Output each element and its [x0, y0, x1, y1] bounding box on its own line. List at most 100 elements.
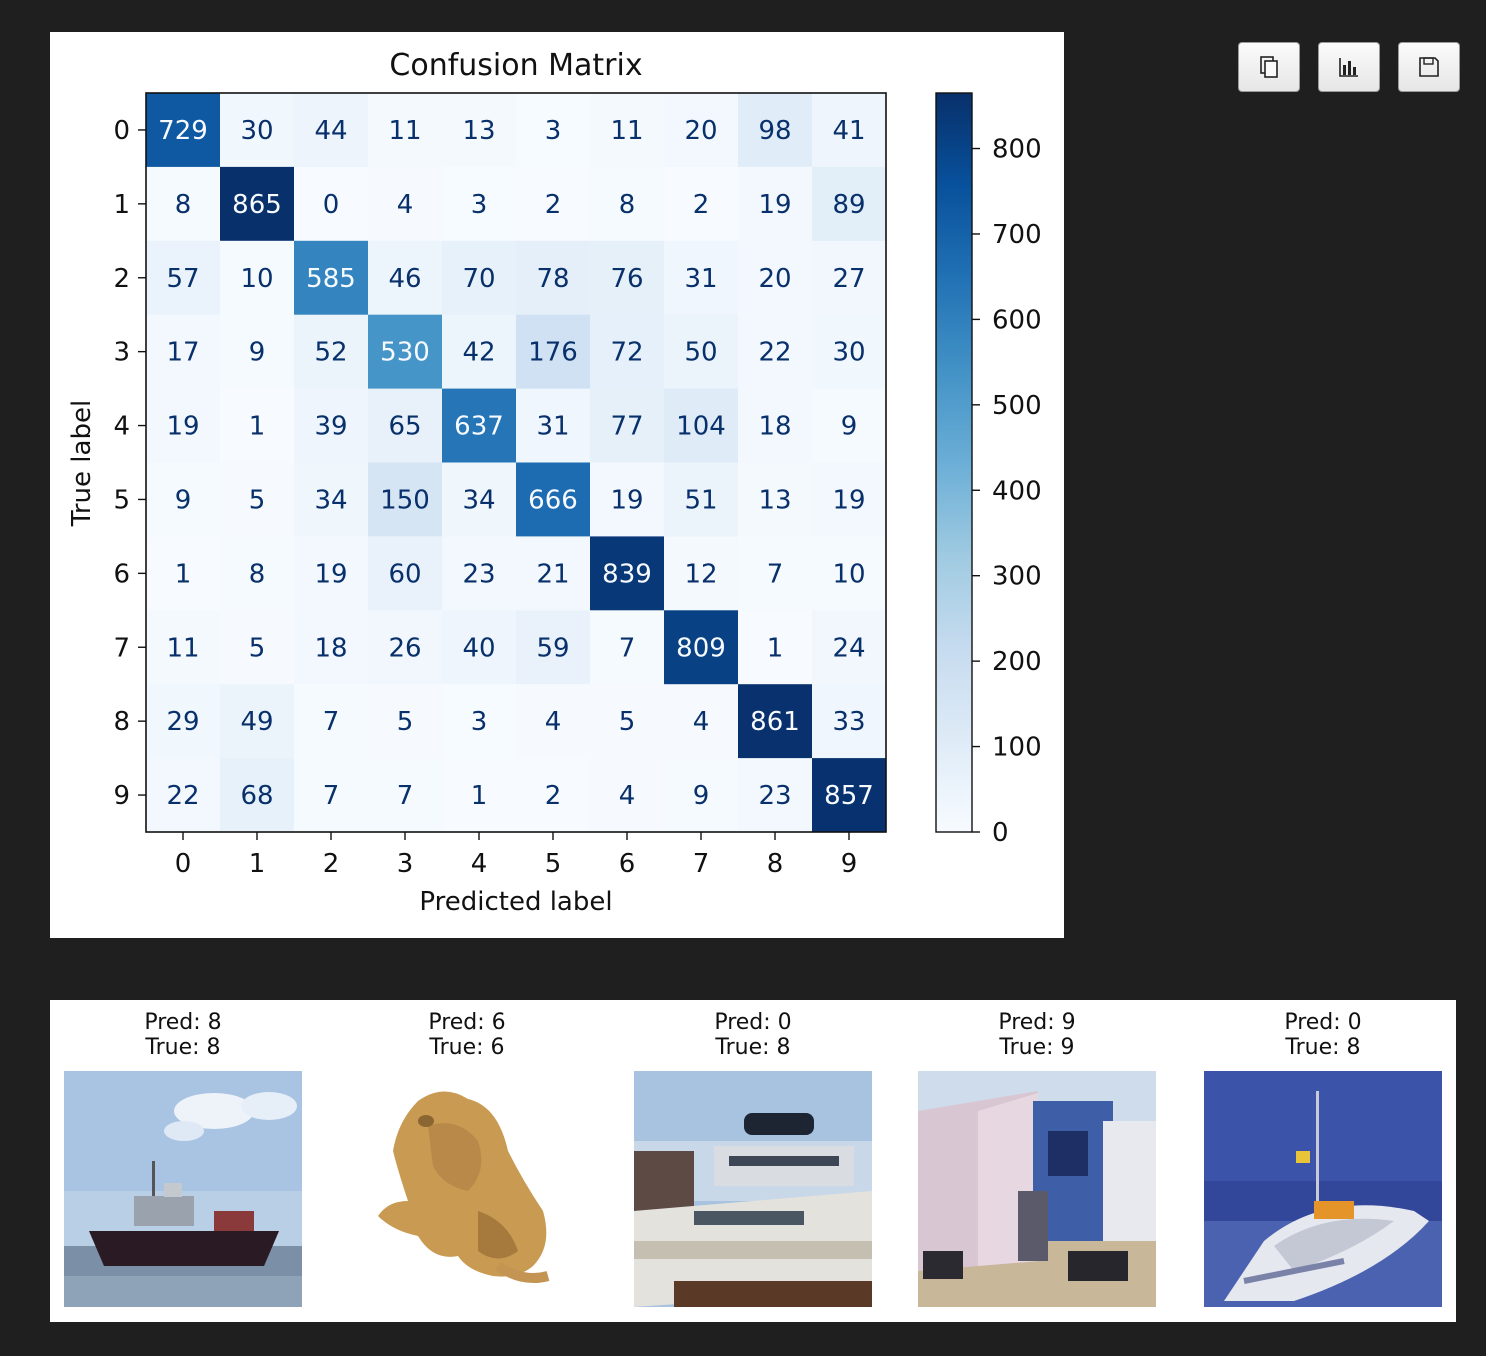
y-tick-label: 2: [113, 264, 130, 294]
matrix-cell-2-8: [738, 240, 813, 316]
matrix-value-2-5: 78: [536, 264, 569, 294]
matrix-value-5-5: 666: [528, 485, 578, 515]
matrix-value-0-9: 41: [832, 116, 865, 146]
matrix-value-0-3: 11: [388, 116, 421, 146]
matrix-value-9-5: 2: [545, 781, 562, 811]
matrix-value-5-7: 51: [684, 485, 717, 515]
x-tick-label: 8: [767, 849, 784, 879]
matrix-cell-4-9: [812, 388, 887, 463]
matrix-cell-2-0: [146, 240, 221, 316]
matrix-value-8-7: 4: [693, 707, 710, 737]
matrix-cell-3-3: [368, 314, 443, 390]
matrix-value-0-8: 98: [758, 116, 791, 146]
matrix-value-5-0: 9: [175, 485, 192, 515]
matrix-cell-3-6: [590, 314, 665, 390]
confusion-matrix-figure: Confusion Matrix 729 30 44 11 13 3 11 20 98 41 8 86…: [50, 32, 1064, 938]
matrix-value-6-4: 23: [462, 559, 495, 589]
matrix-cell-7-5: [516, 610, 591, 685]
matrix-value-4-2: 39: [314, 412, 347, 442]
save-button[interactable]: [1398, 42, 1460, 92]
sample-true-label: True: 6: [429, 1035, 505, 1060]
matrix-cell-7-1: [220, 610, 295, 685]
x-tick-label: 4: [471, 849, 488, 879]
matrix-value-7-4: 40: [462, 633, 495, 663]
matrix-cell-3-9: [812, 314, 887, 390]
matrix-value-2-0: 57: [166, 264, 199, 294]
sample-pred-label: Pred: 9: [998, 1010, 1076, 1035]
matrix-value-8-9: 33: [832, 707, 865, 737]
matrix-cell-2-3: [368, 240, 443, 316]
matrix-value-2-8: 20: [758, 264, 791, 294]
matrix-value-6-9: 10: [832, 559, 865, 589]
colorbar-tick-label: 700: [992, 220, 1042, 250]
matrix-cell-4-8: [738, 388, 813, 463]
sample-predictions: Pred: 8 True: 8 Pred: 6 True: 6: [50, 1000, 1456, 1322]
x-axis-label: Predicted label: [419, 887, 612, 917]
matrix-cell-9-9: [812, 758, 887, 833]
matrix-value-0-7: 20: [684, 116, 717, 146]
matrix-cell-9-3: [368, 758, 443, 833]
frog-image: [348, 1071, 586, 1307]
matrix-value-6-0: 1: [175, 559, 192, 589]
copy-button[interactable]: [1238, 42, 1300, 92]
ship-image: [64, 1071, 302, 1307]
matrix-value-8-8: 861: [750, 707, 800, 737]
matrix-cell-6-3: [368, 536, 443, 611]
colorbar-ticks: 0 100 200 300 400 500 600 700 800: [972, 135, 1042, 848]
matrix-value-7-5: 59: [536, 633, 569, 663]
matrix-cell-6-2: [294, 536, 369, 611]
matrix-cell-4-5: [516, 388, 591, 463]
matrix-cell-5-7: [664, 462, 739, 537]
matrix-cell-2-4: [442, 240, 517, 316]
matrix-cell-1-8: [738, 166, 813, 242]
matrix-cell-0-1: [220, 93, 295, 168]
y-tick-label: 3: [113, 338, 130, 368]
matrix-value-6-5: 21: [536, 559, 569, 589]
matrix-cell-4-3: [368, 388, 443, 463]
matrix-cell-7-4: [442, 610, 517, 685]
matrix-value-7-7: 809: [676, 633, 726, 663]
matrix-value-9-7: 9: [693, 781, 710, 811]
matrix-value-7-9: 24: [832, 633, 865, 663]
matrix-cell-4-4: [442, 388, 517, 463]
matrix-cell-8-4: [442, 684, 517, 759]
chart-title: Confusion Matrix: [389, 48, 642, 83]
matrix-value-6-7: 12: [684, 559, 717, 589]
matrix-value-3-0: 17: [166, 338, 199, 368]
y-tick-label: 6: [113, 559, 130, 589]
matrix-cell-5-9: [812, 462, 887, 537]
colorbar: [935, 92, 973, 833]
matrix-cell-0-9: [812, 93, 887, 168]
matrix-value-8-3: 5: [397, 707, 414, 737]
x-tick-label: 3: [397, 849, 414, 879]
y-tick-label: 1: [113, 190, 130, 220]
matrix-value-6-3: 60: [388, 559, 421, 589]
matrix-value-1-5: 2: [545, 190, 562, 220]
matrix-value-1-8: 19: [758, 190, 791, 220]
matrix-cell-3-5: [516, 314, 591, 390]
matrix-cell-9-5: [516, 758, 591, 833]
matrix-value-7-2: 18: [314, 633, 347, 663]
matrix-value-8-2: 7: [323, 707, 340, 737]
matrix-value-2-4: 70: [462, 264, 495, 294]
matrix-cell-9-2: [294, 758, 369, 833]
matrix-cell-6-7: [664, 536, 739, 611]
matrix-cell-8-5: [516, 684, 591, 759]
x-tick-label: 6: [619, 849, 636, 879]
y-tick-label: 0: [113, 116, 130, 146]
matrix-cell-7-0: [146, 610, 221, 685]
matrix-cell-2-5: [516, 240, 591, 316]
matrix-value-7-6: 7: [619, 633, 636, 663]
matrix-value-7-0: 11: [166, 633, 199, 663]
sample-3: Pred: 9 True: 9: [918, 1000, 1156, 1322]
matrix-cell-3-2: [294, 314, 369, 390]
y-tick-label: 5: [113, 485, 130, 515]
chart-button[interactable]: [1318, 42, 1380, 92]
matrix-cell-8-2: [294, 684, 369, 759]
matrix-cell-7-9: [812, 610, 887, 685]
matrix-value-4-3: 65: [388, 412, 421, 442]
matrix-value-9-3: 7: [397, 781, 414, 811]
matrix-cell-6-6: [590, 536, 665, 611]
sample-true-label: True: 8: [145, 1035, 221, 1060]
